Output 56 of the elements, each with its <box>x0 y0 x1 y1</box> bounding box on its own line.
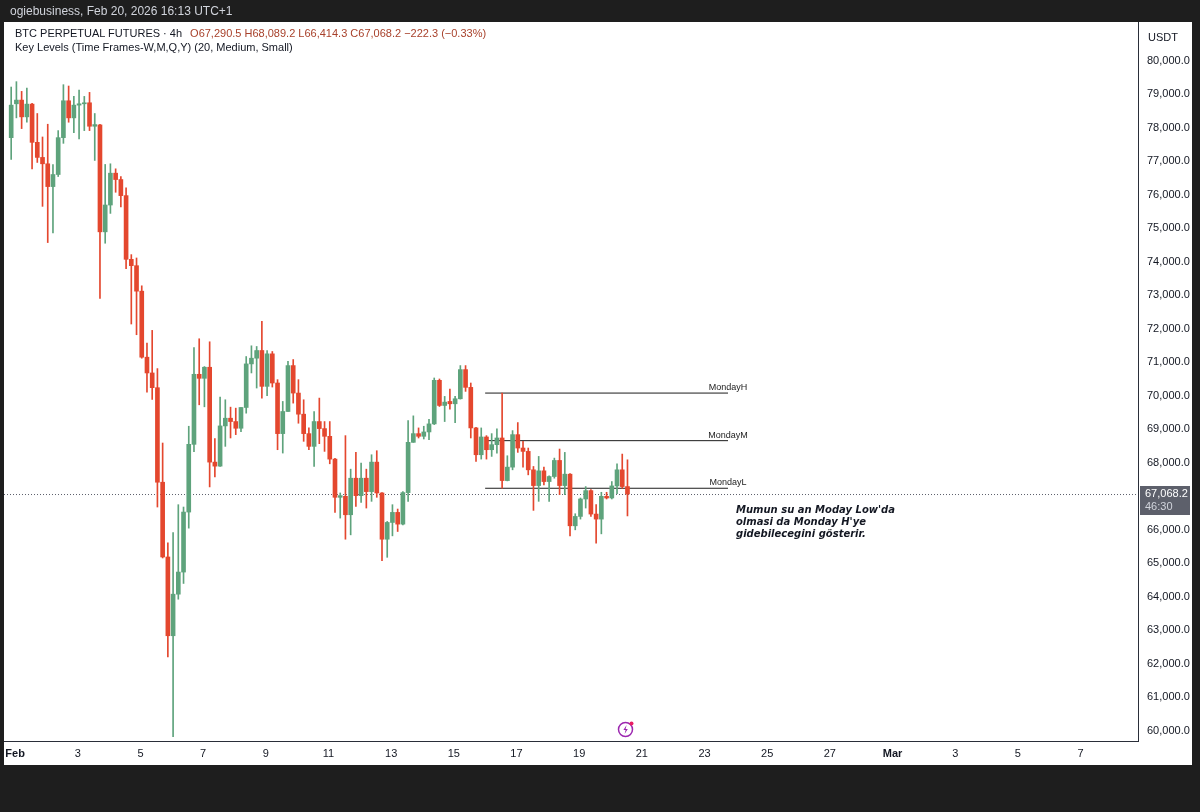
x-tick-label: 3 <box>952 746 959 759</box>
x-tick-label: 17 <box>510 746 523 759</box>
candlestick <box>196 338 202 406</box>
y-tick-label: 76,000.0 <box>1147 187 1190 200</box>
y-tick-label: 78,000.0 <box>1147 120 1190 133</box>
text: ogiebusiness, Feb 20, 2026 16:13 UTC+1 <box>10 4 233 18</box>
x-tick-label: 25 <box>761 746 774 759</box>
y-tick-label: 80,000.0 <box>1147 53 1190 66</box>
y-tick-label: 61,000.0 <box>1147 690 1190 703</box>
candlestick <box>489 433 495 457</box>
series-label: MondayM <box>708 429 748 440</box>
candlestick <box>92 113 98 161</box>
y-tick-label: 70,000.0 <box>1147 388 1190 401</box>
y-tick-label: 65,000.0 <box>1147 556 1190 569</box>
candlestick <box>337 492 343 519</box>
y-tick-label: 62,000.0 <box>1147 656 1190 669</box>
x-tick-label: 5 <box>137 746 144 759</box>
y-tick-label: 74,000.0 <box>1147 254 1190 267</box>
x-tick-label: Feb <box>5 746 26 759</box>
y-tick-label: 69,000.0 <box>1147 422 1190 435</box>
x-tick-label: 7 <box>200 746 207 759</box>
annotation: Key Levels (Time Frames-W,M,Q,Y) (20, Medium, Small) <box>15 40 293 54</box>
y-tick-label: 73,000.0 <box>1147 288 1190 301</box>
y-tick-label: 77,000.0 <box>1147 154 1190 167</box>
ref-line-label: 67,068.2 <box>1145 487 1188 500</box>
y-axis-title: USDT <box>1148 30 1178 44</box>
candlestick <box>81 96 87 131</box>
annotation: Mumun su an Moday Low'da olmasi da Monday H'ye gidebilecegini gösterir. <box>736 504 896 540</box>
candlestick <box>442 396 447 422</box>
x-tick-label: 13 <box>385 746 398 759</box>
y-tick-label: 60,000.0 <box>1147 723 1190 736</box>
x-tick-label: 3 <box>74 746 81 759</box>
y-tick-label: 79,000.0 <box>1147 87 1190 100</box>
chart-title: BTC PERPETUAL FUTURES · 4h <box>15 27 183 39</box>
candlestick <box>222 399 228 447</box>
x-tick-label: 7 <box>1077 746 1084 759</box>
x-tick-label: 11 <box>322 746 335 759</box>
x-tick-label: 19 <box>573 746 586 759</box>
y-tick-label: 64,000.0 <box>1147 589 1190 602</box>
x-tick-label: 23 <box>698 746 711 759</box>
x-tick-label: 9 <box>262 746 269 759</box>
y-tick-label: 68,000.0 <box>1147 455 1190 468</box>
y-tick-label: 75,000.0 <box>1147 221 1190 234</box>
text: 46:30 <box>1145 500 1173 513</box>
y-tick-label: 63,000.0 <box>1147 623 1190 636</box>
x-tick-label: Mar <box>882 746 904 759</box>
y-tick-label: 72,000.0 <box>1147 321 1190 334</box>
series-label: MondayH <box>708 382 748 393</box>
y-tick-label: 66,000.0 <box>1147 522 1190 535</box>
chart-subtitle: O67,290.5 H68,089.2 L66,414.3 C67,068.2 −222.3 (−0.33%) <box>190 27 487 39</box>
y-tick-label: 71,000.0 <box>1147 355 1190 368</box>
x-tick-label: 27 <box>823 746 836 759</box>
x-tick-label: 21 <box>635 746 648 759</box>
x-tick-label: 5 <box>1014 746 1021 759</box>
series-label: MondayL <box>709 477 747 488</box>
x-tick-label: 15 <box>447 746 460 759</box>
